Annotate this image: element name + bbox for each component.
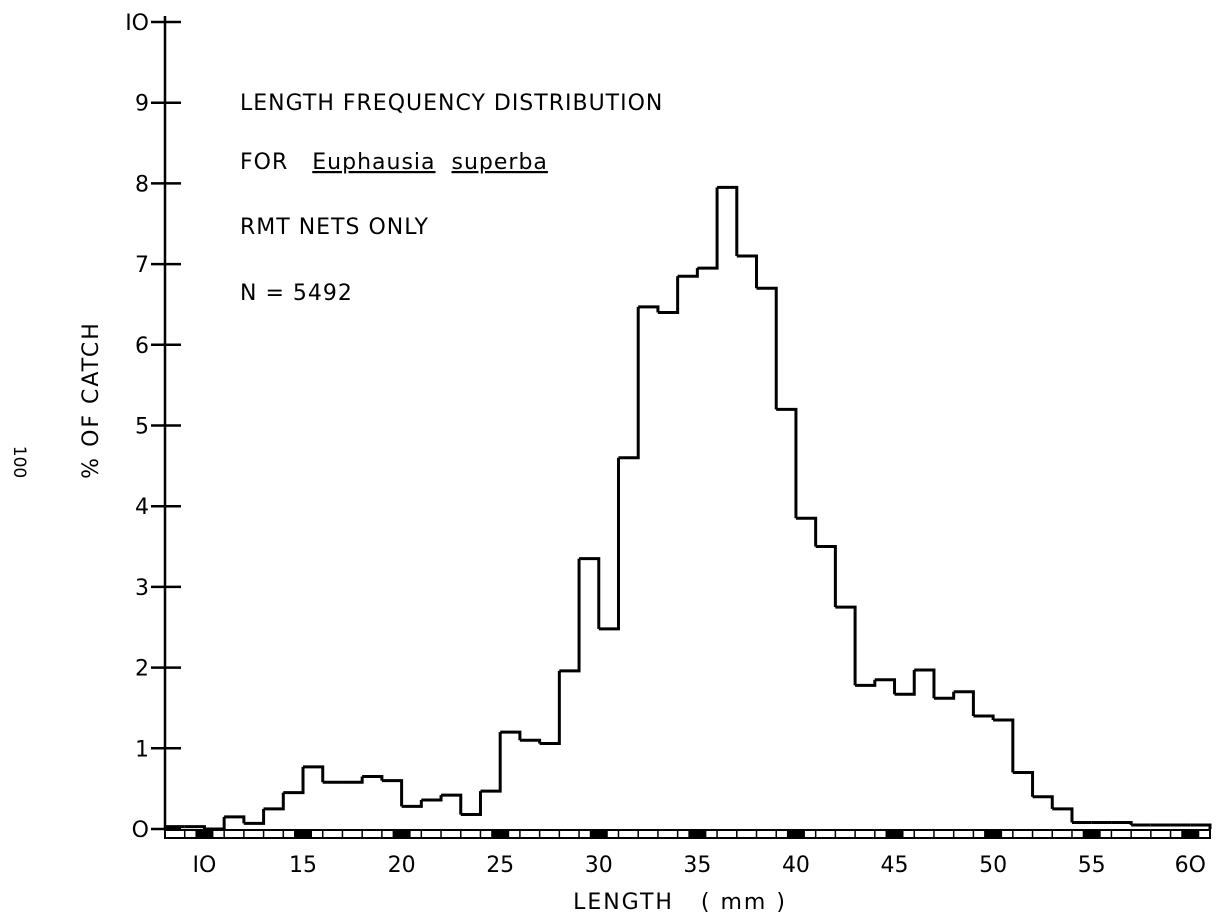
histogram-bar-34: [677, 268, 699, 278]
y-tick-label: 7: [135, 253, 149, 278]
x-tick-label: 20: [388, 853, 416, 878]
x-major-tick: [294, 830, 313, 838]
y-tick-label: 8: [135, 172, 149, 197]
histogram-bar-21: [421, 795, 443, 802]
histogram-bar-50: [993, 718, 1015, 773]
x-major-tick: [885, 830, 904, 838]
x-tick-label: 35: [683, 853, 711, 878]
histogram-bar-22: [441, 793, 463, 815]
x-tick-label: 6O: [1175, 853, 1206, 878]
y-tick-label: 6: [135, 334, 149, 359]
x-axis-label: LENGTH ( mm ): [573, 890, 787, 915]
x-major-tick: [1082, 830, 1101, 838]
histogram-bar-48: [953, 690, 975, 717]
y-tick-label: 3: [135, 576, 149, 601]
x-major-tick: [195, 830, 214, 838]
histogram-bar-26: [519, 738, 542, 744]
histogram-bar-37: [736, 254, 759, 289]
histogram-bar-41: [815, 545, 837, 608]
histogram-bar-12: [243, 808, 266, 825]
histogram-bar-46: [914, 668, 936, 699]
x-tick-label: 50: [979, 853, 1007, 878]
title-species: superba: [452, 150, 548, 175]
x-major-tick: [1181, 830, 1200, 838]
x-major-tick: [491, 830, 510, 838]
histogram-bar-29: [579, 557, 601, 629]
histogram-bar-31: [618, 306, 640, 460]
histogram-bar-23: [460, 791, 482, 816]
histogram-bar-25: [500, 730, 522, 741]
x-axis-band: [164, 829, 1211, 839]
x-tick-label: 25: [486, 853, 514, 878]
histogram-bar-42: [835, 605, 857, 686]
histogram-bar-28: [559, 558, 581, 673]
histogram-bar-14: [283, 766, 305, 795]
y-tick-label: 4: [135, 495, 149, 520]
histogram-bar-44: [874, 678, 897, 695]
y-tick-label: 1: [135, 737, 149, 762]
histogram-bar-60: [1190, 823, 1212, 829]
histogram-bar-39: [776, 407, 798, 519]
histogram-bar-20: [401, 799, 423, 808]
y-tick-label: 2: [135, 657, 149, 682]
histogram-bar-27: [539, 670, 561, 745]
histogram-bar-51: [1012, 771, 1035, 797]
x-tick-label: 55: [1078, 853, 1106, 878]
histogram-bar-10: [204, 816, 226, 831]
chart-title-line3: RMT NETS ONLY: [240, 215, 429, 240]
histogram-bar-11: [224, 815, 246, 824]
histogram-bar-24: [480, 732, 502, 793]
histogram-bar-19: [381, 779, 404, 807]
histogram-bar-53: [1052, 807, 1074, 823]
histogram-bar-18: [362, 775, 384, 781]
sample-size-label: N = 5492: [240, 281, 353, 306]
x-tick-label: 45: [881, 853, 909, 878]
histogram-bar-56: [1111, 821, 1133, 825]
x-tick-label: 40: [782, 853, 810, 878]
histogram-bar-17: [342, 776, 364, 784]
y-axis-label: % OF CATCH: [79, 321, 104, 479]
x-tick-label: 30: [585, 853, 613, 878]
histogram-bar-13: [263, 792, 285, 811]
title-prefix: FOR: [240, 150, 288, 175]
x-major-tick: [392, 830, 411, 838]
chart-title-line2: FOR Euphausia superba: [240, 150, 548, 175]
histogram-bar-40: [795, 516, 818, 547]
histogram-bar-38: [756, 286, 778, 410]
histogram-bar-45: [894, 670, 916, 696]
x-major-tick: [984, 830, 1003, 838]
histogram-bar-52: [1032, 795, 1054, 809]
y-tick-label: 5: [135, 415, 149, 440]
histogram-bar-9: [184, 825, 206, 829]
histogram-bar-49: [973, 714, 995, 721]
y-tick-label: 9: [135, 92, 149, 117]
x-major-tick: [688, 830, 707, 838]
histogram-bar-32: [638, 305, 660, 313]
histogram-bar-30: [598, 457, 620, 631]
title-genus: Euphausia: [312, 150, 435, 175]
chart-title-line1: LENGTH FREQUENCY DISTRIBUTION: [240, 91, 663, 116]
x-major-tick: [589, 830, 608, 838]
y-tick-label: O: [132, 818, 149, 843]
x-major-tick: [786, 830, 805, 838]
x-tick-label: 15: [289, 853, 317, 878]
histogram-bar-43: [855, 679, 877, 687]
histogram-bar-15: [303, 765, 325, 783]
histogram-bar-35: [697, 187, 719, 270]
histogram-bar-33: [657, 276, 680, 315]
y-tick-label: IO: [125, 11, 149, 36]
histogram-bar-36: [717, 185, 739, 257]
x-tick-label: IO: [193, 853, 217, 878]
histogram-bar-47: [933, 691, 956, 700]
page-number: 100: [9, 446, 29, 478]
